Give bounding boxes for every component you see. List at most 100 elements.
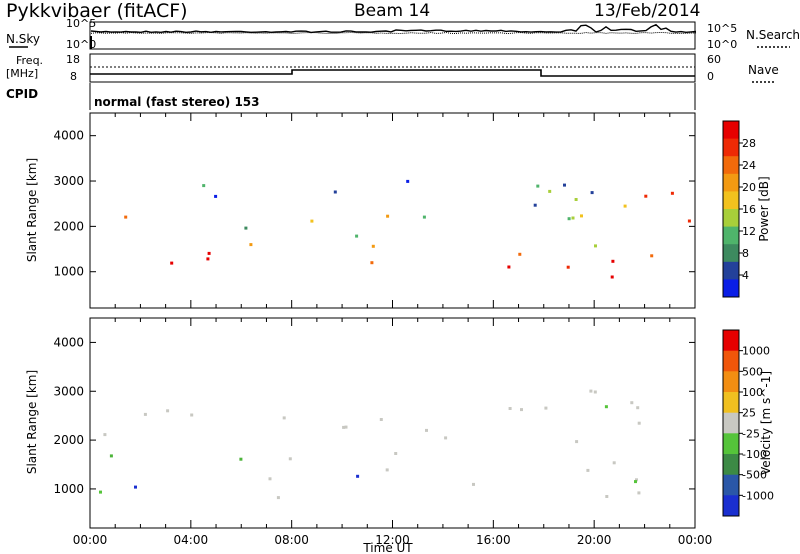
velocity-cell <box>394 452 398 455</box>
radar-title: Pykkvibaer (fitACF) <box>6 0 188 22</box>
power-cells <box>124 179 691 279</box>
nsearch-trace <box>90 31 697 35</box>
power-cell <box>507 265 511 269</box>
velocity-cell <box>586 468 590 472</box>
velocity-xaxis: 00:00 04:00 08:00 12:00 16:00 20:00 00:00 <box>73 318 712 547</box>
power-cell <box>623 204 627 208</box>
power-colorbar-cell <box>723 121 739 140</box>
power-colorbar: 4 8 12 16 20 24 28 Power [dB] <box>722 120 771 298</box>
nave-label: Nave <box>748 63 779 77</box>
xaxis-label: Time UT <box>362 541 413 554</box>
nsky-tick-high: 10^5 <box>66 17 96 30</box>
velocity-colorbar-label: Velocity [m s^-1] <box>759 371 773 475</box>
power-cell <box>406 179 410 183</box>
velocity-colorbar-cell <box>723 330 739 352</box>
cpid-text: normal (fast stereo) 153 <box>94 95 260 109</box>
velocity-cells <box>99 389 641 500</box>
power-colorbar-cell <box>723 156 739 175</box>
power-cell <box>124 215 128 219</box>
power-cell <box>214 194 218 198</box>
freq-tick-high: 18 <box>66 53 80 66</box>
power-cell <box>687 219 691 223</box>
power-ytick-label: 3000 <box>53 174 84 188</box>
power-cell <box>386 214 390 218</box>
velocity-cell <box>268 477 272 481</box>
velocity-cell <box>103 433 107 437</box>
power-colorbar-tick-label: 28 <box>742 137 756 150</box>
nsky-trace <box>90 23 697 34</box>
power-cell <box>202 184 206 188</box>
power-cell <box>249 243 253 247</box>
power-ytick-label: 2000 <box>53 219 84 233</box>
velocity-xtick-label: 16:00 <box>476 533 511 547</box>
velocity-cell <box>635 478 638 482</box>
power-colorbar-label: Power [dB] <box>757 176 771 241</box>
power-colorbar-tick-label: 12 <box>742 225 756 238</box>
power-xaxis-ticks <box>89 113 696 308</box>
nave-tick-low: 0 <box>707 70 714 83</box>
power-cell <box>670 191 674 195</box>
power-colorbar-cell <box>723 244 739 263</box>
cpid-strip: CPID normal (fast stereo) 153 <box>6 83 696 110</box>
power-cell <box>548 189 552 193</box>
power-colorbar-cell <box>723 279 739 298</box>
power-cell <box>594 244 597 248</box>
power-panel: 1000 2000 3000 4000 Slant Range [km] <box>25 112 696 309</box>
freq-label: Freq. <box>16 54 43 67</box>
velocity-cell <box>356 474 360 478</box>
velocity-cell <box>344 425 348 429</box>
freq-tick-low: 8 <box>70 70 77 83</box>
velocity-cell <box>288 457 292 461</box>
velocity-cell <box>444 436 448 440</box>
velocity-cell <box>190 413 194 417</box>
velocity-cell <box>604 405 608 409</box>
velocity-colorbar-cell <box>723 433 739 455</box>
velocity-ytick-label: 1000 <box>53 482 84 496</box>
power-cell <box>370 261 374 265</box>
power-cell <box>574 198 578 201</box>
velocity-colorbar-cell <box>723 371 739 393</box>
velocity-cell <box>385 468 389 472</box>
power-cell <box>566 265 570 269</box>
nave-tick-high: 60 <box>707 53 721 66</box>
velocity-colorbar-cell <box>723 350 739 372</box>
power-ytick-label: 1000 <box>53 265 84 279</box>
velocity-cell <box>472 482 475 486</box>
power-cell <box>533 203 537 207</box>
velocity-cell <box>544 406 548 410</box>
power-cell <box>650 254 654 258</box>
freq-trace <box>90 69 695 77</box>
velocity-colorbar: 1000 500 100 25 -25 -100 -500 -1000 Velocity [m… <box>722 329 774 517</box>
power-ylabel: Slant Range [km] <box>25 158 39 262</box>
velocity-cell <box>612 461 616 465</box>
power-colorbar-cell <box>723 191 739 210</box>
power-cell <box>571 216 575 220</box>
power-cell <box>611 259 615 263</box>
velocity-ytick-label: 2000 <box>53 433 84 447</box>
power-colorbar-tick-label: 24 <box>742 159 756 172</box>
velocity-colorbar-cell <box>723 454 739 476</box>
velocity-cell <box>605 495 609 498</box>
nsearch-tick-high: 10^5 <box>707 22 737 35</box>
power-cell <box>590 191 594 195</box>
velocity-cell <box>589 389 593 393</box>
velocity-xtick-label: 08:00 <box>274 533 309 547</box>
velocity-cell <box>276 496 280 500</box>
freq-unit: [MHz] <box>6 67 38 80</box>
power-yaxis: 1000 2000 3000 4000 <box>53 129 695 279</box>
power-ytick-label: 4000 <box>53 129 84 143</box>
velocity-xtick-label: 12:00 <box>375 533 410 547</box>
velocity-cell <box>134 485 137 489</box>
power-colorbar-cell <box>723 173 739 192</box>
nsearch-tick-low: 10^0 <box>707 38 737 51</box>
velocity-cell <box>166 409 170 413</box>
velocity-cell <box>239 457 243 461</box>
velocity-xtick-label: 00:00 <box>73 533 108 547</box>
power-colorbar-cell <box>723 138 739 157</box>
nsky-label: N.Sky <box>6 32 40 46</box>
velocity-cell <box>143 412 147 416</box>
velocity-xtick-label: 20:00 <box>577 533 612 547</box>
velocity-ytick-label: 4000 <box>53 335 84 349</box>
velocity-cell <box>282 416 286 420</box>
power-cell <box>580 214 583 218</box>
